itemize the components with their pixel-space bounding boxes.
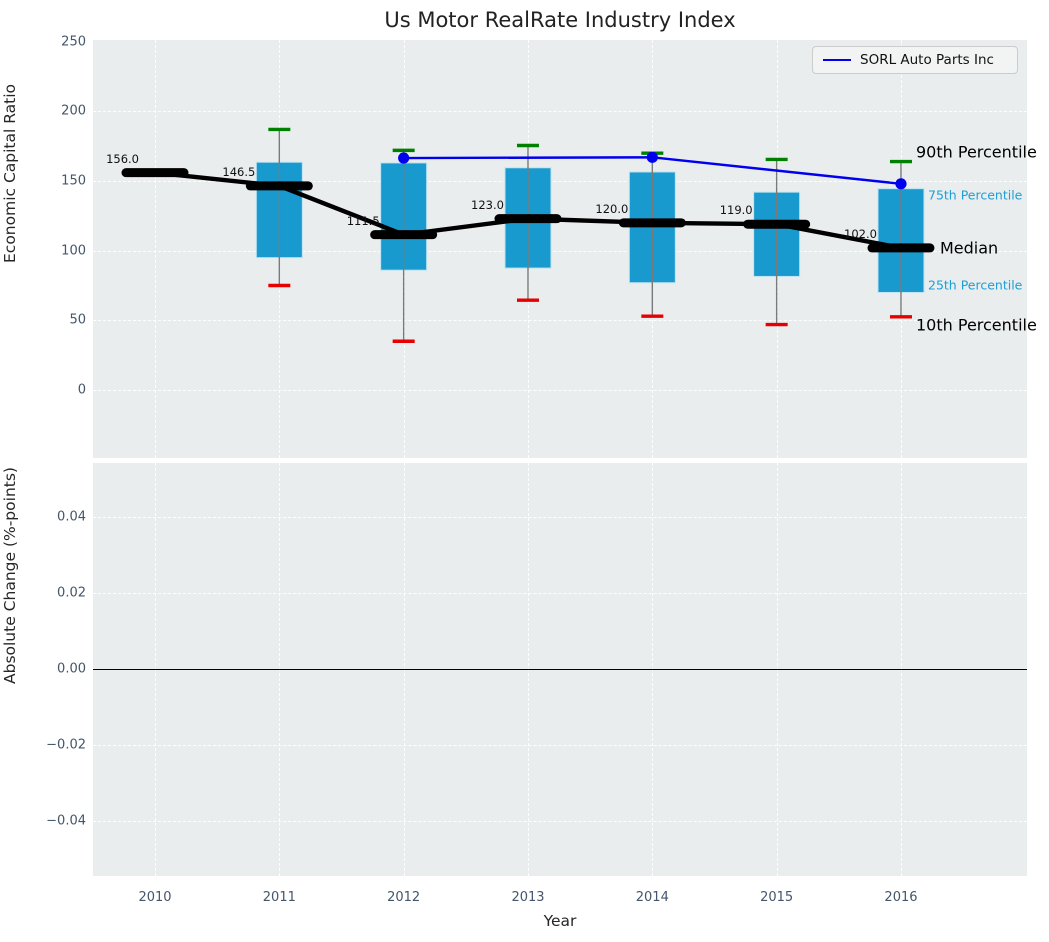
median-value-label-2012: 111.5 (346, 213, 380, 228)
legend-line-swatch (823, 59, 851, 61)
gridline-v (155, 40, 156, 458)
median-value-label-2011: 146.5 (222, 164, 256, 179)
gridline-h (93, 517, 1027, 519)
gridline-h (93, 320, 1027, 322)
x-tick-2012: 2012 (387, 890, 421, 905)
y-tick-bottom-−0.02: −0.02 (46, 737, 86, 753)
y-tick-bottom-0.02: 0.02 (57, 585, 86, 601)
y-tick-bottom-0.04: 0.04 (57, 509, 86, 525)
bottom-panel (93, 463, 1027, 876)
gridline-h (93, 820, 1027, 822)
y-tick-top-150: 150 (61, 173, 86, 189)
y-tick-bottom-0.00: 0.00 (57, 661, 86, 677)
x-tick-2016: 2016 (884, 890, 918, 905)
gridline-h (93, 744, 1027, 746)
company-point-2012 (398, 152, 410, 164)
y-tick-top-0: 0 (77, 382, 86, 398)
x-axis-label: Year (543, 912, 577, 930)
x-tick-2013: 2013 (511, 890, 545, 905)
y-tick-top-250: 250 (61, 34, 86, 50)
x-tick-2015: 2015 (760, 890, 794, 905)
x-tick-2011: 2011 (262, 890, 296, 905)
median-value-label-2014: 120.0 (595, 201, 629, 216)
gridline-h (93, 111, 1027, 113)
company-point-2016 (895, 178, 907, 190)
zero-reference-line (93, 669, 1027, 670)
percentile-label-q3: 75th Percentile (928, 187, 1023, 203)
y-tick-bottom-−0.04: −0.04 (46, 813, 86, 829)
y-tick-top-50: 50 (69, 312, 86, 328)
x-tick-2010: 2010 (138, 890, 172, 905)
gridline-h (93, 390, 1027, 391)
top-panel: 156.0 146.5 111.5 123.0 120.0 119.0 102.0 90th … (93, 40, 1037, 458)
median-value-label-2013: 123.0 (471, 197, 504, 212)
legend: SORL Auto Parts Inc (812, 46, 1018, 74)
percentile-label-p90: 90th Percentile (916, 142, 1037, 161)
boxplot-svg (121, 127, 935, 343)
gridline-h (93, 593, 1027, 595)
median-value-label-2016: 102.0 (844, 226, 877, 241)
legend-label: SORL Auto Parts Inc (860, 52, 994, 68)
company-point-2014 (646, 151, 658, 163)
percentile-label-p10: 10th Percentile (916, 315, 1037, 335)
chart-title: Us Motor RealRate Industry Index (384, 8, 736, 32)
y-tick-top-200: 200 (61, 103, 86, 119)
percentile-label-q1: 25th Percentile (928, 277, 1023, 293)
median-value-label-2010: 156.0 (106, 151, 139, 166)
percentile-label-median: Median (940, 238, 999, 258)
median-value-label-2015: 119.0 (719, 203, 753, 218)
x-tick-2014: 2014 (635, 890, 669, 905)
gridline-h (93, 181, 1027, 183)
y-tick-top-100: 100 (61, 243, 86, 259)
gridline-h (93, 250, 1027, 252)
